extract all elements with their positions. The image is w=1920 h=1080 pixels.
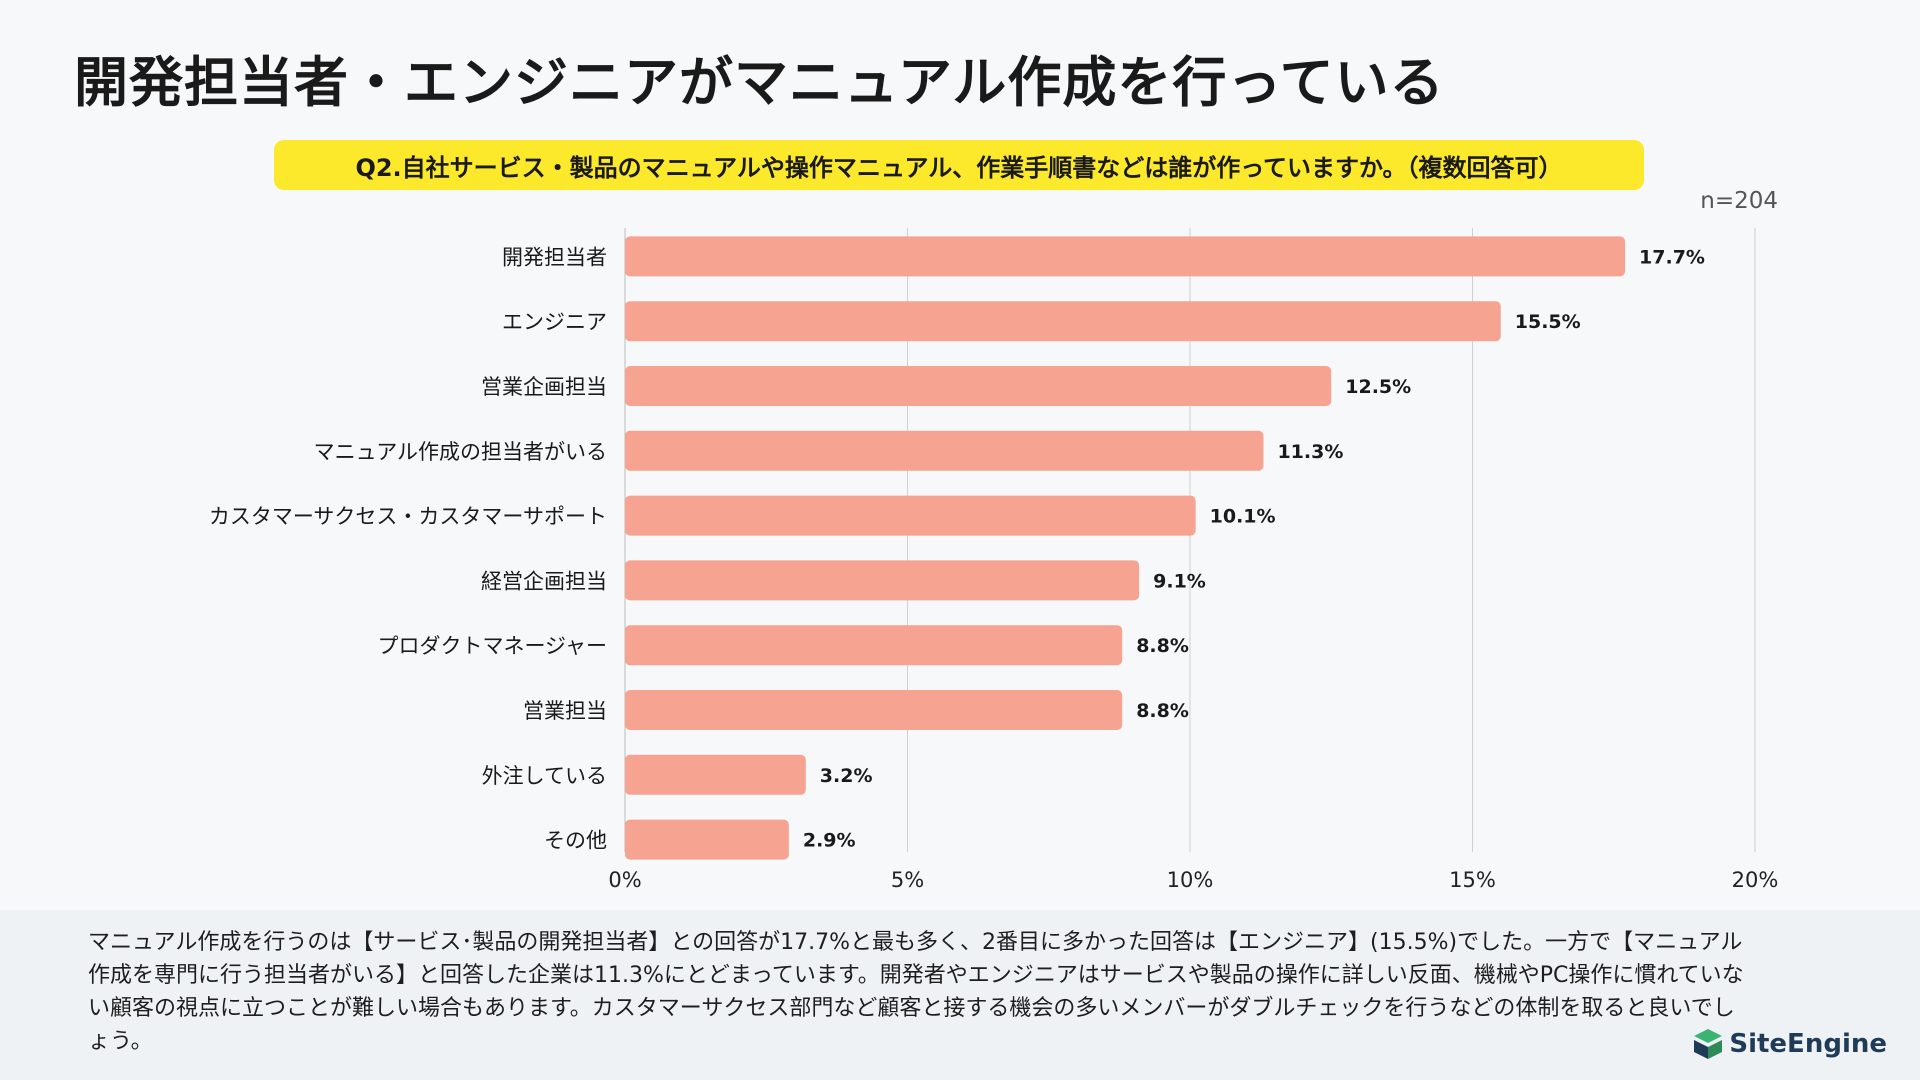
- category-label: カスタマーサクセス・カスタマーサポート: [209, 505, 607, 529]
- bar-6: [625, 560, 1140, 601]
- category-label: マニュアル作成の担当者がいる: [314, 440, 607, 464]
- value-label: 8.8%: [1136, 635, 1189, 657]
- value-label: 17.7%: [1639, 246, 1705, 268]
- summary-text: マニュアル作成を行うのは【サービス･製品の開発担当者】との回答が17.7%と最も…: [88, 930, 1744, 1054]
- x-tick-label: 5%: [891, 868, 924, 892]
- category-label: 営業企画担当: [481, 375, 607, 399]
- bar-chart: 0% 5% 10% 15% 20% 開発担当者 17.7% エンジニア 15.5% 営業企画担当 1…: [209, 228, 1779, 892]
- value-label: 9.1%: [1153, 570, 1206, 592]
- question-banner: Q2.自社サービス・製品のマニュアルや操作マニュアル、作業手順書などは誰が作って…: [274, 140, 1644, 190]
- sample-size: n=204: [1700, 188, 1778, 214]
- bar-7: [625, 625, 1123, 666]
- bar-5: [625, 495, 1196, 536]
- x-tick-label: 20%: [1732, 868, 1779, 892]
- x-tick-label: 0%: [608, 868, 641, 892]
- category-label: 開発担当者: [502, 245, 607, 269]
- value-label: 15.5%: [1515, 311, 1581, 333]
- value-label: 12.5%: [1345, 376, 1411, 398]
- value-label: 3.2%: [820, 765, 873, 787]
- value-label: 11.3%: [1277, 441, 1343, 463]
- bar-10: [625, 819, 789, 860]
- bar-3: [625, 366, 1332, 406]
- category-label: エンジニア: [502, 310, 607, 334]
- footer-panel: [0, 910, 1920, 1080]
- category-label: プロダクトマネージャー: [377, 634, 607, 658]
- bar-8: [625, 690, 1123, 730]
- site-logo: SiteEngine: [1693, 1028, 1887, 1060]
- siteengine-logo-icon: [1694, 1029, 1723, 1059]
- bar-1: [625, 236, 1626, 277]
- page-title: 開発担当者・エンジニアがマニュアル作成を行っている: [74, 51, 1445, 114]
- value-label: 10.1%: [1210, 506, 1276, 528]
- logo-text: SiteEngine: [1729, 1029, 1887, 1059]
- bar-2: [625, 301, 1501, 342]
- value-label: 2.9%: [803, 830, 856, 852]
- x-tick-label: 10%: [1167, 868, 1214, 892]
- category-label: 外注している: [482, 764, 607, 788]
- bar-4: [625, 430, 1264, 471]
- value-label: 8.8%: [1136, 700, 1189, 722]
- x-tick-label: 15%: [1449, 868, 1496, 892]
- category-label: 営業担当: [523, 699, 607, 723]
- bar-9: [625, 754, 806, 795]
- question-text: Q2.自社サービス・製品のマニュアルや操作マニュアル、作業手順書などは誰が作って…: [355, 153, 1563, 182]
- category-label: その他: [544, 829, 607, 853]
- category-label: 経営企画担当: [481, 569, 607, 593]
